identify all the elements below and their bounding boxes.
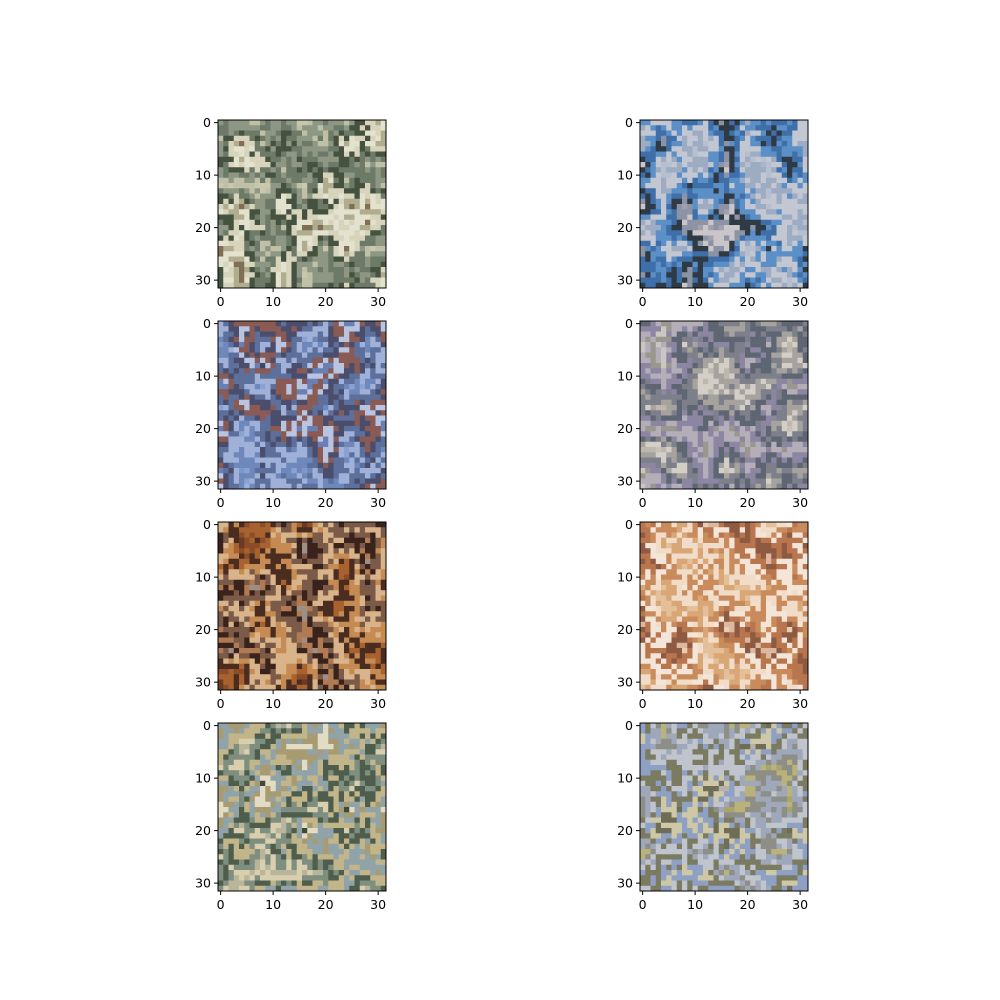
x-tick-label: 20 [318, 294, 334, 309]
axes-frame [639, 722, 809, 892]
y-tick-label: 20 [195, 421, 211, 436]
axes-sample-6: 0 0 10 10 20 20 30 30 [617, 517, 809, 711]
x-tick-label: 0 [639, 696, 647, 711]
axes-sample-5: 0 0 10 10 20 20 30 30 [195, 517, 387, 711]
y-tick-label: 30 [617, 273, 633, 288]
y-tick-label: 30 [617, 474, 633, 489]
axes-frame [217, 521, 387, 691]
x-tick-label: 10 [265, 897, 281, 912]
x-tick-label: 20 [318, 495, 334, 510]
y-tick-label: 30 [195, 876, 211, 891]
x-tick-label: 30 [792, 495, 808, 510]
axes-frame [639, 119, 809, 289]
axes-sample-4: 0 0 10 10 20 20 30 30 [617, 316, 809, 510]
x-tick-label: 20 [740, 897, 756, 912]
x-tick-label: 10 [687, 897, 703, 912]
sample-image-panel-8: 0 0 10 10 20 20 30 30 [612, 713, 812, 913]
x-tick-label: 10 [265, 294, 281, 309]
x-tick-label: 0 [639, 897, 647, 912]
y-tick-label: 0 [203, 115, 211, 130]
x-tick-label: 30 [792, 294, 808, 309]
y-tick-label: 20 [617, 220, 633, 235]
axes-frame [639, 521, 809, 691]
axes-frame [217, 722, 387, 892]
x-tick-label: 20 [740, 495, 756, 510]
x-tick-label: 10 [687, 495, 703, 510]
x-tick-label: 0 [217, 294, 225, 309]
generated-image [218, 321, 387, 490]
sample-image-panel-2: 0 0 10 10 20 20 30 30 [612, 110, 812, 310]
x-tick-label: 30 [370, 294, 386, 309]
generated-image [640, 723, 809, 892]
generated-image [218, 723, 387, 892]
x-tick-label: 30 [792, 696, 808, 711]
y-tick-label: 0 [625, 316, 633, 331]
generated-image [640, 522, 809, 691]
y-tick-label: 20 [617, 622, 633, 637]
x-tick-label: 0 [217, 696, 225, 711]
y-tick-label: 10 [195, 369, 211, 384]
x-tick-label: 10 [687, 294, 703, 309]
x-tick-label: 20 [318, 696, 334, 711]
generated-image [640, 321, 809, 490]
y-tick-label: 10 [195, 168, 211, 183]
y-tick-label: 20 [617, 823, 633, 838]
axes-frame [217, 119, 387, 289]
axes-sample-2: 0 0 10 10 20 20 30 30 [617, 115, 809, 309]
x-tick-label: 10 [687, 696, 703, 711]
generated-image [640, 120, 809, 289]
sample-image-panel-7: 0 0 10 10 20 20 30 30 [190, 713, 390, 913]
generated-image [218, 120, 387, 289]
y-tick-label: 10 [195, 570, 211, 585]
y-tick-label: 0 [203, 316, 211, 331]
sample-image-panel-3: 0 0 10 10 20 20 30 30 [190, 311, 390, 511]
x-tick-label: 30 [370, 897, 386, 912]
axes-sample-8: 0 0 10 10 20 20 30 30 [617, 718, 809, 912]
y-tick-label: 0 [203, 517, 211, 532]
y-tick-label: 0 [625, 718, 633, 733]
x-tick-label: 30 [370, 696, 386, 711]
y-tick-label: 20 [195, 823, 211, 838]
x-tick-label: 20 [740, 294, 756, 309]
y-tick-label: 0 [625, 517, 633, 532]
y-tick-label: 10 [617, 369, 633, 384]
axes-sample-7: 0 0 10 10 20 20 30 30 [195, 718, 387, 912]
x-tick-label: 30 [792, 897, 808, 912]
sample-image-panel-5: 0 0 10 10 20 20 30 30 [190, 512, 390, 712]
y-tick-label: 20 [195, 622, 211, 637]
y-tick-label: 0 [203, 718, 211, 733]
x-tick-label: 10 [265, 696, 281, 711]
sample-image-panel-1: 0 0 10 10 20 20 30 30 [190, 110, 390, 310]
y-tick-label: 10 [617, 168, 633, 183]
x-tick-label: 20 [740, 696, 756, 711]
x-tick-label: 0 [217, 495, 225, 510]
y-tick-label: 30 [195, 675, 211, 690]
sample-image-panel-4: 0 0 10 10 20 20 30 30 [612, 311, 812, 511]
y-tick-label: 30 [617, 876, 633, 891]
generated-image [218, 522, 387, 691]
x-tick-label: 30 [370, 495, 386, 510]
axes-sample-1: 0 0 10 10 20 20 30 30 [195, 115, 387, 309]
axes-frame [217, 320, 387, 490]
y-tick-label: 30 [195, 273, 211, 288]
axes-sample-3: 0 0 10 10 20 20 30 30 [195, 316, 387, 510]
y-tick-label: 20 [195, 220, 211, 235]
x-tick-label: 0 [639, 495, 647, 510]
y-tick-label: 10 [195, 771, 211, 786]
x-tick-label: 0 [639, 294, 647, 309]
y-tick-label: 10 [617, 771, 633, 786]
x-tick-label: 0 [217, 897, 225, 912]
x-tick-label: 10 [265, 495, 281, 510]
y-tick-label: 20 [617, 421, 633, 436]
y-tick-label: 30 [195, 474, 211, 489]
x-tick-label: 20 [318, 897, 334, 912]
y-tick-label: 0 [625, 115, 633, 130]
sample-image-panel-6: 0 0 10 10 20 20 30 30 [612, 512, 812, 712]
y-tick-label: 10 [617, 570, 633, 585]
y-tick-label: 30 [617, 675, 633, 690]
axes-frame [639, 320, 809, 490]
